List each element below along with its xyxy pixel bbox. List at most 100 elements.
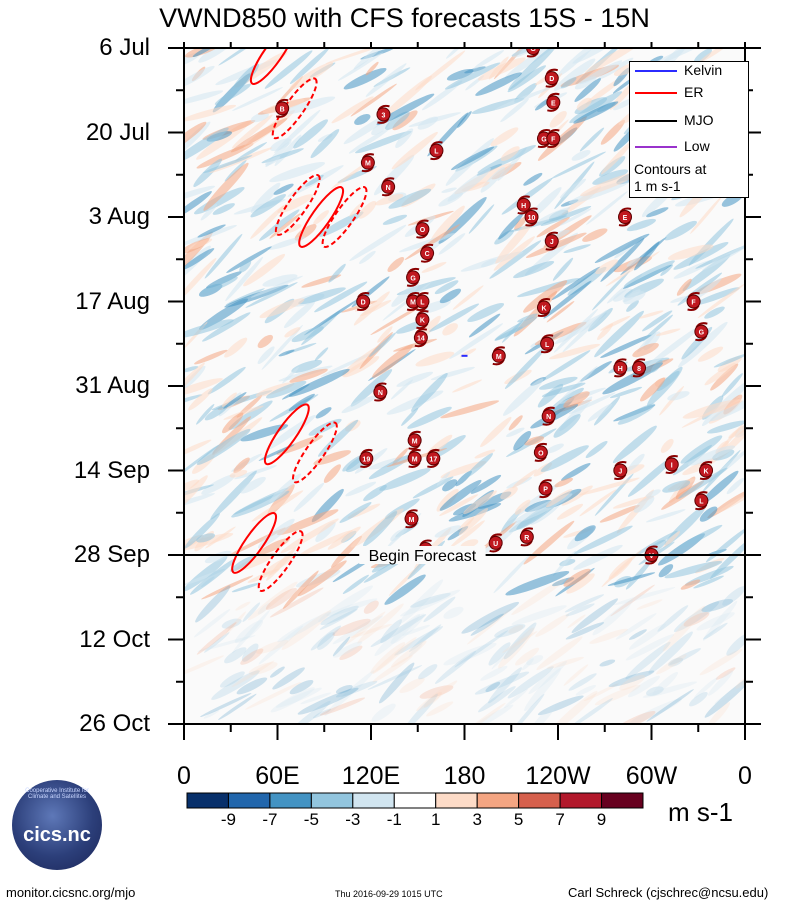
anomaly-streak <box>276 509 339 536</box>
anomaly-streak <box>690 196 722 234</box>
anomaly-streak <box>439 479 482 511</box>
anomaly-streak <box>707 489 745 519</box>
storm-icon <box>360 155 375 170</box>
anomaly-streak <box>415 351 455 367</box>
anomaly-streak <box>623 260 675 288</box>
anomaly-streak <box>196 622 237 655</box>
anomaly-streak <box>625 634 675 661</box>
anomaly-streak <box>349 623 393 639</box>
anomaly-streak <box>465 453 494 478</box>
anomaly-streak <box>231 582 261 593</box>
anomaly-streak <box>196 533 215 543</box>
anomaly-streak <box>515 647 540 666</box>
anomaly-streak <box>319 608 358 630</box>
anomaly-streak <box>304 297 361 336</box>
legend-note-line2: 1 m s-1 <box>634 178 681 194</box>
storm-label: N <box>386 185 391 192</box>
anomaly-streak <box>224 611 247 636</box>
storm-label: G <box>699 330 705 337</box>
anomaly-streak <box>184 104 237 122</box>
anomaly-streak <box>408 643 423 657</box>
y-tick-label: 31 Aug <box>75 372 150 399</box>
forecast-label-bg <box>359 546 486 564</box>
anomaly-streak <box>232 87 283 111</box>
anomaly-streak <box>556 503 584 520</box>
anomaly-streak <box>410 592 451 608</box>
anomaly-streak <box>250 112 269 123</box>
anomaly-streak <box>574 525 596 542</box>
anomaly-streak <box>707 702 731 724</box>
anomaly-streak <box>673 601 720 633</box>
anomaly-streak <box>537 116 587 161</box>
anomaly-streak <box>184 655 225 679</box>
anomaly-streak <box>464 66 486 74</box>
anomaly-streak <box>289 48 330 85</box>
anomaly-streak <box>612 425 657 464</box>
storm-label: L <box>699 499 704 506</box>
anomaly-streak <box>594 684 641 706</box>
anomaly-streak <box>408 624 442 653</box>
anomaly-streak <box>480 167 506 193</box>
anomaly-streak <box>365 63 407 97</box>
anomaly-streak <box>494 87 551 111</box>
storm-label: L <box>545 342 550 349</box>
storm-marker: R <box>519 527 534 547</box>
anomaly-streak <box>474 449 496 459</box>
anomaly-streak <box>198 298 249 330</box>
storm-label: E <box>551 100 556 107</box>
anomaly-streak <box>219 671 245 688</box>
anomaly-streak <box>272 667 305 690</box>
anomaly-streak <box>514 216 527 231</box>
storm-icon <box>415 312 430 327</box>
anomaly-streak <box>221 412 244 434</box>
anomaly-streak <box>647 325 702 367</box>
anomaly-streak <box>550 387 584 411</box>
storm-marker: 8 <box>632 358 647 378</box>
anomaly-streak <box>726 478 744 495</box>
anomaly-streak <box>552 257 574 281</box>
anomaly-streak <box>498 212 524 240</box>
anomaly-streak <box>553 308 598 353</box>
anomaly-streak <box>607 572 656 586</box>
anomaly-streak <box>563 244 591 254</box>
storm-label: L <box>420 300 425 307</box>
anomaly-streak <box>200 203 218 221</box>
anomaly-streak <box>395 128 414 148</box>
anomaly-streak <box>363 600 379 614</box>
anomaly-streak <box>660 438 674 453</box>
storm-icon <box>540 336 555 351</box>
storm-marker: M <box>360 153 375 173</box>
anomaly-streak <box>500 98 529 123</box>
anomaly-streak <box>197 224 226 238</box>
colorbar-label: -3 <box>345 810 361 829</box>
anomaly-streak <box>521 658 534 671</box>
anomaly-streak <box>310 129 340 159</box>
anomaly-streak <box>650 359 663 373</box>
anomaly-streak <box>540 445 589 472</box>
legend-note-line1: Contours at <box>634 161 707 177</box>
anomaly-streak <box>622 289 641 302</box>
anomaly-streak <box>600 119 625 145</box>
anomaly-streak <box>440 400 500 419</box>
anomaly-streak <box>438 196 487 244</box>
anomaly-streak <box>646 509 686 523</box>
anomaly-streak <box>299 530 353 556</box>
storm-marker: G <box>526 48 541 58</box>
anomaly-streak <box>565 622 605 640</box>
anomaly-streak <box>396 371 434 387</box>
anomaly-streak <box>710 363 739 391</box>
anomaly-streak <box>184 366 199 373</box>
colorbar-swatch <box>601 792 644 809</box>
anomaly-streak <box>642 681 698 698</box>
storm-icon <box>538 481 553 496</box>
storm-marker: M <box>491 346 506 366</box>
storm-label: L <box>434 149 439 156</box>
legend-item-er: ER <box>630 84 748 102</box>
anomaly-streak <box>376 93 435 126</box>
anomaly-streak <box>348 128 390 154</box>
anomaly-streak <box>184 394 203 406</box>
anomaly-streak <box>571 150 591 161</box>
anomaly-streak <box>201 575 254 600</box>
anomaly-streak <box>214 83 252 105</box>
colorbar-units: m s-1 <box>668 797 733 827</box>
